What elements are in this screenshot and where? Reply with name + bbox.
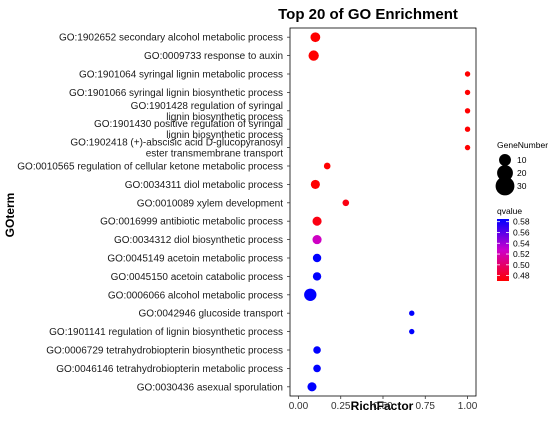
y-tick-label: GO:0045149 acetoin metabolic process (107, 254, 283, 265)
y-tick-label: GO:0009733 response to auxin (144, 51, 283, 62)
size-legend-title: GeneNumber (497, 140, 548, 150)
size-legend-label: 10 (517, 155, 527, 165)
data-point (464, 71, 471, 77)
color-legend-label: 0.54 (513, 238, 530, 248)
y-tick-label: GO:0016999 antibiotic metabolic process (100, 217, 283, 228)
data-point (313, 364, 321, 373)
y-tick-label: GO:0010089 xylem development (137, 198, 283, 209)
data-point (323, 162, 331, 170)
y-tick-label: GO:0046146 tetrahydrobiopterin metabolic… (56, 364, 283, 375)
size-legend: GeneNumber 10 20 30 (495, 140, 548, 196)
y-tick-label: GO:1902418 (+)-abscisic acid D-glucopyra… (70, 138, 283, 149)
data-point (409, 328, 415, 335)
y-tick-label: GO:0010565 regulation of cellular ketone… (17, 162, 283, 173)
y-tick-label: GO:0045150 acetoin catabolic process (111, 272, 283, 283)
y-tick-label: GO:0006066 alcohol metabolic process (108, 290, 283, 301)
color-legend-label: 0.50 (513, 260, 530, 270)
color-legend-title: qvalue (497, 206, 522, 216)
y-tick-label: GO:1901428 regulation of syringal (131, 101, 283, 112)
y-tick-label: GO:0034312 diol biosynthetic process (114, 235, 283, 246)
x-tick-label: 0.50 (373, 401, 393, 412)
data-point (342, 199, 350, 207)
y-tick-label: GO:0034311 diol metabolic process (125, 180, 283, 191)
x-tick-label: 0.00 (289, 401, 309, 412)
size-legend-label: 30 (517, 181, 527, 191)
y-tick-label: lignin biosynthetic process (166, 112, 283, 123)
size-legend-label: 20 (517, 168, 527, 178)
data-point (409, 310, 415, 316)
data-points (304, 32, 471, 392)
y-tick-label: GO:1901064 syringal lignin metabolic pro… (79, 70, 283, 81)
data-point (464, 126, 471, 132)
size-legend-dot (497, 165, 513, 181)
y-axis-ticks (287, 36, 290, 388)
data-point (313, 346, 321, 354)
color-legend-label: 0.48 (513, 271, 530, 281)
plot-panel (289, 27, 477, 397)
y-axis-labels: GO:1902652 secondary alcohol metabolic p… (17, 33, 283, 394)
y-tick-label: ester transmembrane transport (146, 149, 284, 160)
y-tick-label: GO:0030436 asexual sporulation (137, 382, 283, 393)
data-point (304, 288, 317, 301)
y-tick-label: GO:1901141 regulation of lignin biosynth… (49, 327, 283, 338)
y-tick-label: GO:1901066 syringal lignin biosynthetic … (69, 88, 283, 99)
color-legend-label: 0.58 (513, 217, 530, 227)
color-legend: qvalue 0.580.560.540.520.500.48 (497, 206, 530, 281)
data-point (307, 382, 317, 392)
color-legend-label: 0.56 (513, 227, 530, 237)
data-point (310, 179, 320, 189)
chart-title: Top 20 of GO Enrichment (278, 6, 458, 23)
data-point (464, 89, 471, 96)
data-point (464, 108, 471, 114)
x-tick-label: 0.75 (416, 401, 436, 412)
y-tick-label: GO:0006729 tetrahydrobiopterin biosynthe… (46, 346, 283, 357)
data-point (308, 50, 319, 61)
color-legend-bar (497, 219, 509, 281)
y-tick-label: GO:1902652 secondary alcohol metabolic p… (59, 33, 283, 44)
x-tick-label: 1.00 (458, 401, 478, 412)
color-legend-label: 0.52 (513, 249, 530, 259)
data-point (310, 32, 321, 43)
data-point (464, 144, 471, 151)
data-point (312, 216, 322, 226)
data-point (312, 272, 322, 281)
data-point (312, 253, 322, 263)
size-legend-dot (495, 176, 515, 196)
x-axis-ticks: 0.00 0.25 0.50 0.75 1.00 (289, 396, 478, 412)
y-tick-label: GO:1901430 positive regulation of syring… (94, 119, 283, 130)
x-axis-title: RichFactor (351, 399, 414, 413)
y-axis-title: GOterm (3, 193, 17, 238)
data-point (312, 235, 322, 245)
y-tick-label: lignin biosynthetic process (166, 130, 283, 141)
y-tick-label: GO:0042946 glucoside transport (138, 309, 283, 320)
x-tick-label: 0.25 (331, 401, 351, 412)
size-legend-dot (499, 154, 511, 166)
